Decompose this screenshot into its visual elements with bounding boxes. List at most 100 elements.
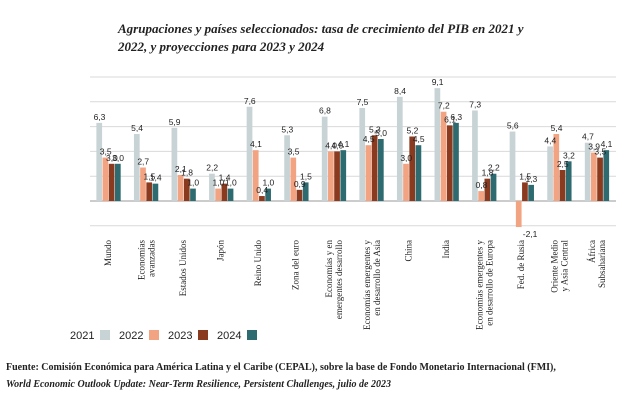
bar	[453, 122, 459, 201]
bar	[409, 136, 416, 201]
category-tick-label-line: Economías y en	[324, 240, 334, 298]
data-label: 8,4	[394, 86, 406, 96]
data-label: 0,9	[294, 179, 306, 189]
bar	[183, 178, 190, 201]
data-label: 3,0	[112, 153, 124, 163]
data-label: 3,5	[288, 147, 300, 157]
data-label: 5,6	[507, 121, 519, 131]
grid-lines	[90, 76, 616, 227]
bar	[152, 183, 159, 201]
source-line-2: World Economic Outlook Update: Near-Term…	[6, 379, 391, 390]
bar	[396, 96, 403, 201]
bar	[284, 135, 290, 201]
bar	[96, 122, 103, 201]
data-label: 7,2	[438, 101, 450, 111]
category-tick-label-line: África	[587, 240, 597, 263]
data-label: 6,3	[94, 112, 106, 122]
category-tick-label-line: Subsahariana	[597, 240, 607, 288]
data-label: 0,4	[256, 185, 268, 195]
legend-swatch	[247, 330, 257, 340]
category-tick-label: Estados Unidos	[178, 240, 188, 297]
legend-label: 2023	[168, 330, 192, 342]
bar	[597, 157, 603, 201]
data-label: 0,8	[475, 180, 487, 190]
bar	[340, 150, 347, 201]
bar	[415, 145, 422, 201]
data-label: 5,3	[369, 124, 381, 134]
bar	[365, 145, 372, 201]
category-tick-label-line: Economías	[136, 240, 146, 280]
category-tick-label: India	[441, 240, 451, 259]
data-label: 1,8	[181, 168, 193, 178]
bar	[140, 167, 146, 201]
bar	[565, 161, 572, 201]
bar	[146, 182, 153, 201]
source-note: Fuente: Comisión Económica para América …	[6, 359, 634, 393]
bar	[490, 173, 497, 201]
data-label: 2,1	[175, 164, 187, 174]
category-tick-label: China	[403, 240, 413, 262]
legend-swatch	[149, 330, 159, 340]
category-tick-label-line: avanzadas	[146, 240, 156, 277]
data-label: 6,8	[319, 106, 331, 116]
data-label: 1,0	[212, 178, 224, 188]
bar	[296, 189, 303, 201]
category-tick-label: ÁfricaSubsahariana	[587, 240, 607, 288]
chart-title: Agrupaciones y países seleccionados: tas…	[118, 21, 524, 54]
category-tick-label-line: China	[403, 240, 413, 262]
data-label: 7,6	[244, 96, 256, 106]
bar	[403, 163, 409, 201]
data-label: 4,7	[582, 132, 594, 142]
bar	[209, 173, 215, 201]
category-tick-label: Zona del euro	[291, 240, 301, 290]
category-tick-label: Fed. de Rusia	[516, 240, 526, 289]
bar	[328, 151, 334, 201]
category-tick-label-line: Oriente Medio	[550, 240, 560, 293]
legend-label: 2022	[119, 330, 143, 342]
data-label: 5,9	[169, 117, 181, 127]
bar	[133, 134, 140, 201]
bar	[334, 151, 340, 201]
bar	[102, 157, 109, 201]
data-label: 2,5	[557, 159, 569, 169]
category-tick-label-line: Reino Unido	[253, 240, 263, 287]
bar	[177, 174, 184, 201]
data-label: 3,0	[400, 153, 412, 163]
data-label: 4,5	[363, 134, 375, 144]
legend: 2021 2022 2023 2024	[70, 330, 257, 342]
bar	[246, 106, 253, 201]
data-label: 5,0	[375, 128, 387, 138]
category-tick-label: Economías emergentes yen desarrollo de A…	[362, 240, 382, 330]
category-tick-label-line: Fed. de Rusia	[516, 240, 526, 289]
bar	[547, 146, 553, 201]
data-label: 3,5	[100, 147, 112, 157]
category-tick-label-line: en desarrollo de Europa	[485, 240, 495, 326]
bar	[108, 163, 115, 201]
bar	[591, 152, 597, 201]
category-tick-label: Japón	[216, 240, 226, 261]
data-label: 4,4	[544, 135, 556, 145]
bar	[484, 178, 491, 201]
source-line-1: Fuente: Comisión Económica para América …	[6, 362, 556, 373]
data-label: 5,4	[551, 123, 563, 133]
category-tick-label: Oriente Medioy Asia Central	[550, 240, 570, 293]
bar	[171, 127, 178, 201]
data-label: 6,3	[450, 112, 462, 122]
category-tick-label-line: Mundo	[103, 240, 113, 267]
data-label: 7,3	[469, 99, 481, 109]
data-label: 3,0	[106, 153, 118, 163]
bar	[290, 157, 297, 201]
data-label: 1,4	[150, 173, 162, 183]
category-tick-label-line: Zona del euro	[291, 240, 301, 290]
category-tick-labels: Mundo Economíasavanzadas Estados Unidos Jap…	[103, 240, 607, 330]
data-label: 4,5	[413, 134, 425, 144]
legend-swatch	[198, 330, 208, 340]
bar	[371, 135, 378, 201]
bar	[472, 110, 478, 201]
bar	[522, 182, 528, 201]
legend-label: 2024	[217, 330, 241, 342]
legend-swatch	[100, 330, 110, 340]
category-tick-label-line: y Asia Central	[560, 240, 570, 292]
data-label: 2,2	[488, 163, 500, 173]
bar	[446, 125, 453, 201]
